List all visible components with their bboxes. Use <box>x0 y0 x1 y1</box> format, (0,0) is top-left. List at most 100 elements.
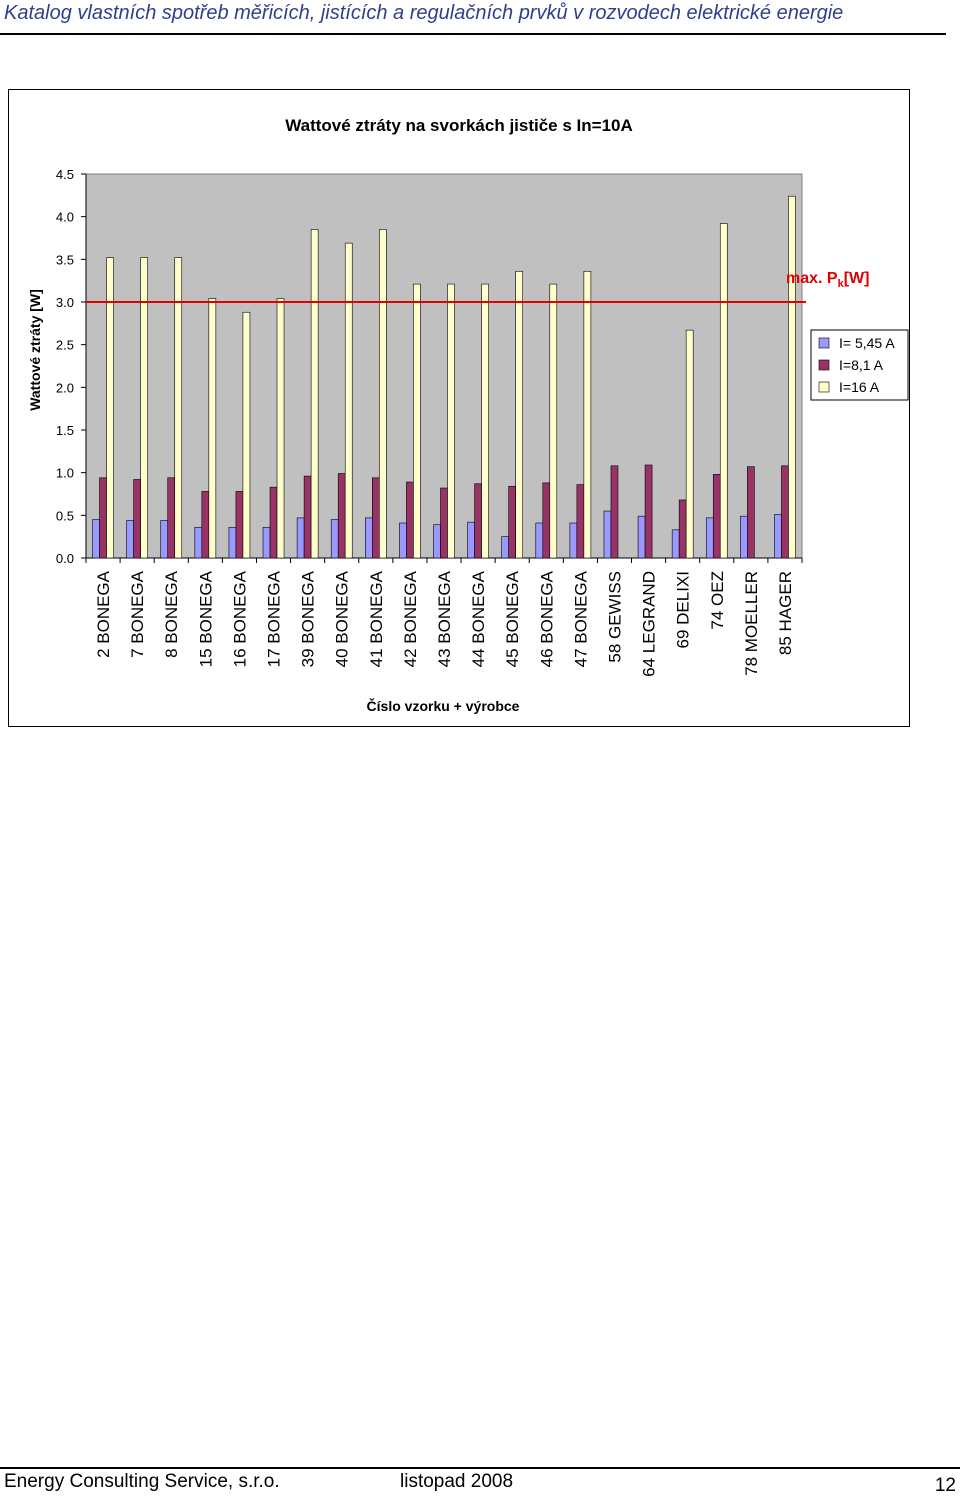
bar-s2-6 <box>269 486 278 559</box>
document-header: Katalog vlastních spotřeb měřicích, jist… <box>4 2 844 24</box>
bar-s1-6 <box>262 526 271 559</box>
x-tick-label: 16 BONEGA <box>230 570 249 667</box>
bar-s3-21 <box>788 195 796 559</box>
bar-s1-3 <box>160 520 169 559</box>
bar-s2-12 <box>474 483 482 559</box>
bar-s2-18 <box>678 499 687 559</box>
bar-s3-19 <box>719 223 728 559</box>
footer-divider <box>0 1467 960 1469</box>
bar-s1-17 <box>637 515 646 559</box>
chart-title: Wattové ztráty na svorkách jističe s In=… <box>285 116 633 135</box>
x-tick-label: 47 BONEGA <box>571 570 590 667</box>
bar-s2-2 <box>133 479 141 559</box>
bar-s1-21 <box>774 514 782 559</box>
bar-s1-9 <box>365 517 373 559</box>
legend-label-2: I=8,1 A <box>839 357 884 373</box>
x-tick-label: 43 BONEGA <box>435 570 454 667</box>
x-tick-label: 45 BONEGA <box>503 570 522 667</box>
x-axis-label: Číslo vzorku + výrobce <box>367 697 520 714</box>
y-tick-label: 0.5 <box>56 508 74 523</box>
legend-swatch-3 <box>818 381 830 393</box>
x-tick-label: 41 BONEGA <box>367 570 386 667</box>
bar-s1-5 <box>228 526 237 559</box>
bar-s2-17 <box>644 464 653 559</box>
bar-s3-6 <box>276 298 285 559</box>
bar-s1-18 <box>671 529 680 559</box>
x-tick-label: 7 BONEGA <box>128 570 147 658</box>
bar-s3-8 <box>344 242 353 559</box>
bar-s1-2 <box>126 520 134 559</box>
header-divider <box>0 33 946 35</box>
y-axis-label: Wattové ztráty [W] <box>27 289 43 411</box>
bar-s3-7 <box>310 229 319 559</box>
bar-s3-2 <box>140 257 148 559</box>
bar-s2-14 <box>542 482 551 559</box>
x-tick-label: 15 BONEGA <box>196 570 215 667</box>
footer-date: listopad 2008 <box>400 1471 514 1492</box>
bar-s1-15 <box>569 522 578 559</box>
x-tick-label: 69 DELIXI <box>674 571 693 649</box>
bar-s3-11 <box>447 283 455 559</box>
bar-s1-19 <box>705 517 714 559</box>
y-tick-label: 2.5 <box>56 338 74 353</box>
y-tick-label: 1.0 <box>56 466 74 481</box>
x-tick-label: 44 BONEGA <box>469 570 488 667</box>
y-tick-label: 3.5 <box>56 252 74 267</box>
bar-s1-8 <box>330 519 339 559</box>
bar-s2-8 <box>337 473 346 559</box>
x-tick-label: 17 BONEGA <box>265 570 284 667</box>
legend-swatch-1 <box>818 337 830 349</box>
bar-s3-4 <box>208 298 217 559</box>
x-tick-label: 46 BONEGA <box>537 570 556 667</box>
bar-s2-4 <box>201 491 210 559</box>
max-limit-label: max. Pk[W] <box>786 270 869 290</box>
bar-s3-12 <box>481 283 489 559</box>
max-limit-label-unit: [W] <box>844 270 870 287</box>
x-tick-label: 42 BONEGA <box>401 570 420 667</box>
max-limit-label-sub: k <box>838 278 845 290</box>
bar-s1-4 <box>194 526 203 559</box>
bar-s2-20 <box>747 466 755 559</box>
y-tick-label: 3.0 <box>56 295 74 310</box>
bar-s2-1 <box>99 477 107 559</box>
bar-s3-14 <box>549 283 558 559</box>
page-number: 12 <box>934 1475 956 1496</box>
legend-label-1: I= 5,45 A <box>839 335 895 351</box>
bar-s3-3 <box>174 257 183 559</box>
x-tick-label: 78 MOELLER <box>742 571 761 676</box>
bar-s2-5 <box>235 491 244 559</box>
bar-s2-11 <box>440 487 448 559</box>
bar-s3-10 <box>413 283 421 559</box>
bar-s3-13 <box>515 270 523 559</box>
bar-s2-16 <box>610 465 619 559</box>
chart-svg: Wattové ztráty na svorkách jističe s In=… <box>27 116 909 714</box>
legend-label-3: I=16 A <box>839 379 880 395</box>
x-tick-label: 39 BONEGA <box>299 570 318 667</box>
bar-s2-10 <box>406 481 414 559</box>
bar-s3-18 <box>685 329 694 559</box>
y-tick-label: 4.5 <box>56 167 74 182</box>
x-tick-label: 8 BONEGA <box>162 570 181 658</box>
bar-s2-15 <box>576 484 585 559</box>
x-tick-label: 2 BONEGA <box>94 570 113 658</box>
bar-s2-9 <box>372 477 380 559</box>
y-tick-label: 4.0 <box>56 210 74 225</box>
bar-s1-12 <box>467 521 475 559</box>
bar-s1-14 <box>535 522 544 559</box>
max-limit-label-main: max. P <box>786 270 838 287</box>
x-tick-label: 64 LEGRAND <box>640 571 659 677</box>
bar-s2-13 <box>508 486 516 559</box>
y-tick-label: 1.5 <box>56 423 74 438</box>
bar-s2-19 <box>712 474 721 559</box>
bar-s1-10 <box>399 522 407 559</box>
footer-company: Energy Consulting Service, s.r.o. <box>4 1471 280 1492</box>
bar-s1-13 <box>501 536 509 559</box>
y-tick-label: 0.0 <box>56 551 74 566</box>
bar-s2-21 <box>781 465 789 559</box>
bar-s3-9 <box>379 229 387 559</box>
bar-s1-1 <box>92 519 100 559</box>
bar-s2-7 <box>303 475 312 559</box>
x-tick-label: 74 OEZ <box>708 571 727 630</box>
chart-frame: Wattové ztráty na svorkách jističe s In=… <box>8 89 910 727</box>
legend-swatch-2 <box>818 359 830 371</box>
